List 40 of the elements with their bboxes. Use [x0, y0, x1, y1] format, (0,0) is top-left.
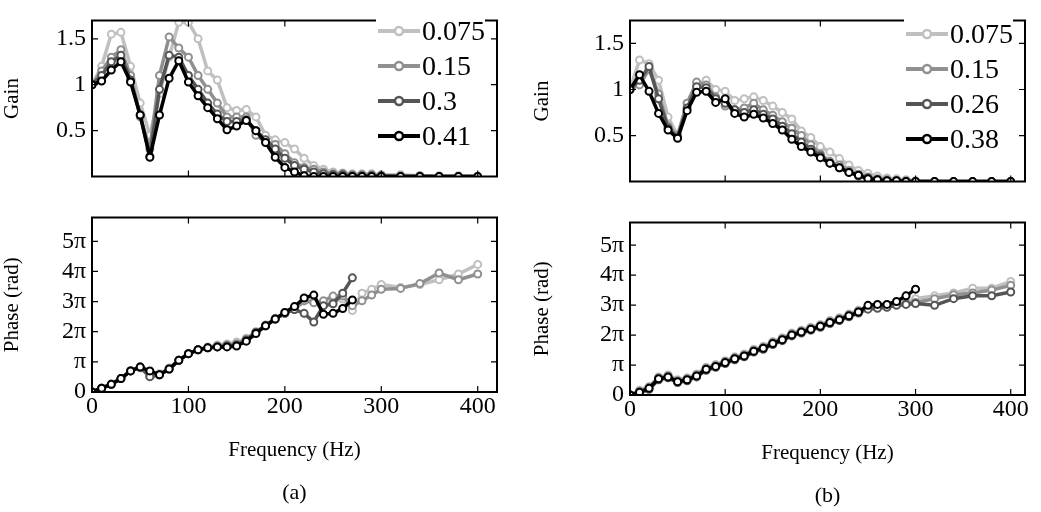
x-axis-title: Frequency (Hz) — [761, 439, 894, 464]
y-tick-label: 2π — [61, 317, 86, 344]
y-axis-title: Phase (rad) — [529, 261, 554, 357]
x-tick-label: 100 — [707, 394, 744, 421]
x-tick-label: 100 — [170, 391, 207, 418]
y-axis-title: Gain — [529, 80, 554, 122]
x-tick-label: 400 — [459, 391, 496, 418]
y-tick-label: 1.5 — [594, 28, 624, 55]
y-tick-label: 4π — [599, 260, 624, 287]
legend-label: 0.38 — [950, 122, 999, 156]
legend-label: 0.41 — [422, 119, 471, 153]
y-tick-label: 1.5 — [56, 24, 86, 51]
text: (a) — [281, 479, 308, 505]
y-tick-label: π — [73, 347, 86, 374]
x-tick-label: 200 — [266, 391, 303, 418]
y-axis-title: Gain — [0, 77, 24, 119]
y-tick-label: 2π — [599, 320, 624, 347]
legend-label: 0.15 — [422, 49, 471, 83]
text: (b) — [813, 482, 842, 508]
y-tick-label: 1 — [74, 70, 86, 97]
x-tick-label: 200 — [802, 394, 839, 421]
x-tick-label: 400 — [992, 394, 1029, 421]
y-tick-label: 5π — [61, 226, 86, 253]
x-tick-label: 300 — [897, 394, 934, 421]
y-tick-label: 1 — [612, 74, 624, 101]
y-axis-title: Phase (rad) — [0, 257, 24, 353]
y-tick-label: 3π — [599, 290, 624, 317]
legend-label: 0.075 — [950, 17, 1013, 51]
x-axis-title: Frequency (Hz) — [228, 436, 361, 461]
legend-label: 0.15 — [950, 52, 999, 86]
y-tick-label: 5π — [599, 230, 624, 257]
y-tick-label: 0.5 — [56, 115, 86, 142]
y-tick-label: 3π — [61, 286, 86, 313]
y-tick-label: 4π — [61, 256, 86, 283]
legend-label: 0.3 — [422, 84, 457, 118]
y-tick-label: 0.5 — [594, 120, 624, 147]
x-tick-label: 300 — [363, 391, 400, 418]
legend-label: 0.26 — [950, 87, 999, 121]
y-tick-label: π — [611, 350, 624, 377]
legend-label: 0.075 — [422, 14, 485, 48]
